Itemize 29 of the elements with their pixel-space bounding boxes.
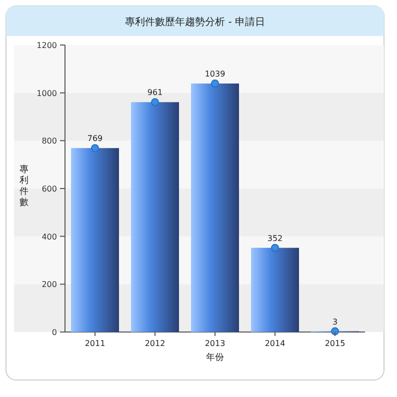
point	[331, 327, 339, 336]
x-tick-label: 2013	[204, 339, 226, 348]
x-tick-label: 2012	[144, 339, 166, 348]
data-label: 352	[267, 234, 283, 243]
y-tick-label: 800	[42, 136, 57, 146]
y-tick-label: 1200	[36, 41, 57, 50]
y-tick-label: 1000	[36, 88, 57, 98]
data-label: 769	[87, 134, 103, 144]
y-tick-label: 600	[42, 184, 57, 194]
data-label: 3	[332, 317, 338, 326]
point	[211, 80, 219, 88]
x-tick-label: 2014	[264, 339, 286, 348]
point	[151, 98, 159, 106]
data-label: 1039	[204, 70, 226, 79]
y-tick-label: 200	[42, 280, 57, 290]
x-axis-title: 年份	[206, 352, 224, 363]
y-axis-title: 專利件數	[20, 164, 28, 208]
y-tick-label: 400	[42, 232, 57, 242]
x-tick-label: 2011	[84, 339, 106, 348]
data-label: 961	[147, 88, 163, 98]
bar	[191, 84, 239, 332]
chart-title: 專利件數歷年趨勢分析 - 申請日	[125, 16, 265, 28]
y-tick-label: 0	[52, 328, 57, 337]
bar	[131, 102, 179, 332]
point	[271, 244, 279, 252]
point	[91, 144, 99, 152]
x-tick-label: 2015	[324, 339, 346, 348]
bar	[251, 248, 299, 332]
bar	[71, 148, 119, 332]
